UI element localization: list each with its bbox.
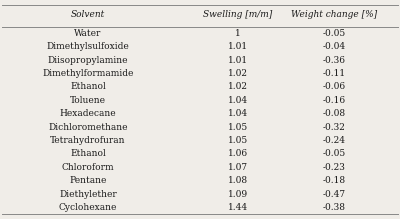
Text: -0.47: -0.47 xyxy=(322,190,346,199)
Text: -0.08: -0.08 xyxy=(322,109,346,118)
Text: Cyclohexane: Cyclohexane xyxy=(59,203,117,212)
Text: Toluene: Toluene xyxy=(70,96,106,105)
Text: Ethanol: Ethanol xyxy=(70,83,106,92)
Text: Chloroform: Chloroform xyxy=(62,163,114,172)
Text: Dichloromethane: Dichloromethane xyxy=(48,123,128,132)
Text: 1.05: 1.05 xyxy=(228,136,248,145)
Text: -0.05: -0.05 xyxy=(322,149,346,158)
Text: Swelling [m/m]: Swelling [m/m] xyxy=(203,10,273,19)
Text: Water: Water xyxy=(74,29,102,38)
Text: 1.44: 1.44 xyxy=(228,203,248,212)
Text: 1.02: 1.02 xyxy=(228,83,248,92)
Text: Ethanol: Ethanol xyxy=(70,149,106,158)
Text: 1.07: 1.07 xyxy=(228,163,248,172)
Text: -0.05: -0.05 xyxy=(322,29,346,38)
Text: Diisopropylamine: Diisopropylamine xyxy=(48,56,128,65)
Text: -0.24: -0.24 xyxy=(322,136,346,145)
Text: 1.09: 1.09 xyxy=(228,190,248,199)
Text: Weight change [%]: Weight change [%] xyxy=(291,10,377,19)
Text: 1.05: 1.05 xyxy=(228,123,248,132)
Text: -0.11: -0.11 xyxy=(322,69,346,78)
Text: Dimethylformamide: Dimethylformamide xyxy=(42,69,134,78)
Text: 1.02: 1.02 xyxy=(228,69,248,78)
Text: 1: 1 xyxy=(235,29,241,38)
Text: -0.32: -0.32 xyxy=(322,123,346,132)
Text: -0.16: -0.16 xyxy=(322,96,346,105)
Text: -0.23: -0.23 xyxy=(322,163,346,172)
Text: 1.01: 1.01 xyxy=(228,42,248,51)
Text: -0.06: -0.06 xyxy=(322,83,346,92)
Text: Tetrahydrofuran: Tetrahydrofuran xyxy=(50,136,126,145)
Text: 1.08: 1.08 xyxy=(228,176,248,185)
Text: Solvent: Solvent xyxy=(71,10,105,19)
Text: Pentane: Pentane xyxy=(69,176,107,185)
Text: 1.01: 1.01 xyxy=(228,56,248,65)
Text: Dimethylsulfoxide: Dimethylsulfoxide xyxy=(47,42,129,51)
Text: Hexadecane: Hexadecane xyxy=(60,109,116,118)
Text: -0.04: -0.04 xyxy=(322,42,346,51)
Text: -0.36: -0.36 xyxy=(322,56,346,65)
Text: -0.18: -0.18 xyxy=(322,176,346,185)
Text: 1.04: 1.04 xyxy=(228,96,248,105)
Text: 1.06: 1.06 xyxy=(228,149,248,158)
Text: 1.04: 1.04 xyxy=(228,109,248,118)
Text: Diethylether: Diethylether xyxy=(59,190,117,199)
Text: -0.38: -0.38 xyxy=(322,203,346,212)
